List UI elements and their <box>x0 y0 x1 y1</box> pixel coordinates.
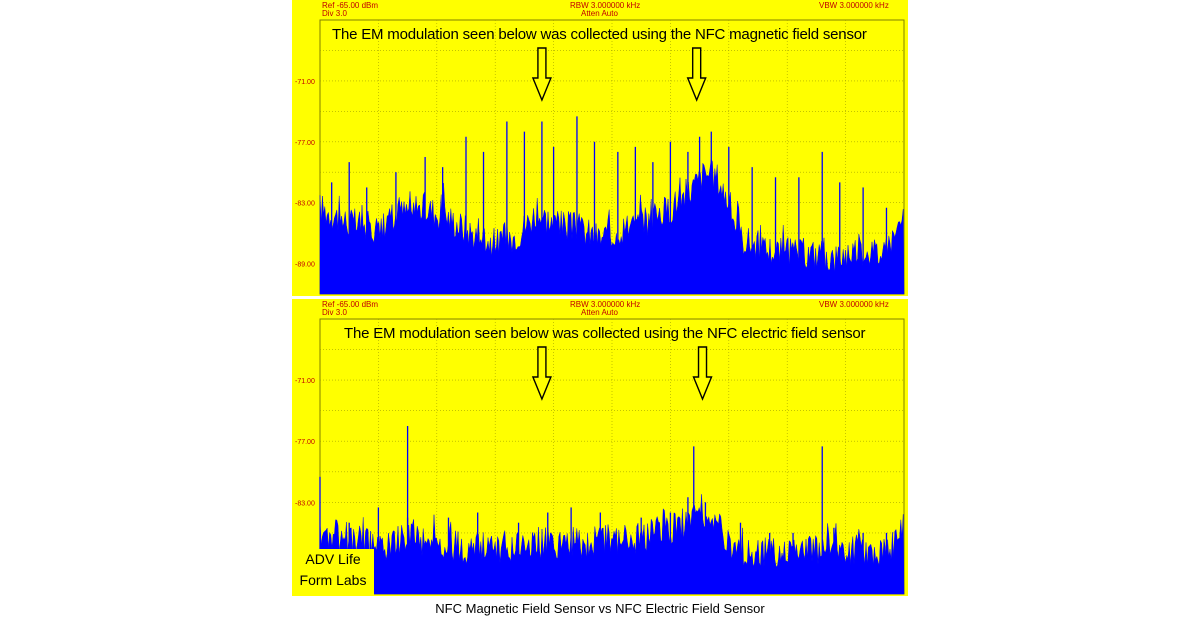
chart-annotation: The EM modulation seen below was collect… <box>344 325 866 342</box>
down-arrow-icon <box>686 47 707 102</box>
y-tick-label: -83.00 <box>295 201 315 208</box>
atten-label: Atten Auto <box>581 308 618 317</box>
down-arrow-icon <box>531 47 552 102</box>
div-label: Div 3.0 <box>322 308 347 317</box>
electric-sensor-panel: -71.00-77.00-83.00-89.00 Ref -65.00 dBm … <box>292 299 908 596</box>
rbw-label: RBW 3.000000 kHz <box>570 300 641 309</box>
y-tick-label: -89.00 <box>295 262 315 269</box>
y-tick-label: -77.00 <box>295 140 315 147</box>
rbw-label: RBW 3.000000 kHz <box>570 1 641 10</box>
y-tick-label: -77.00 <box>295 439 315 446</box>
panel-separator <box>292 296 908 299</box>
ref-level-label: Ref -65.00 dBm <box>322 1 379 10</box>
div-label: Div 3.0 <box>322 9 347 18</box>
y-tick-label: -71.00 <box>295 79 315 86</box>
electric-spectrum-chart: -71.00-77.00-83.00-89.00 <box>295 318 905 595</box>
down-arrow-icon <box>531 346 552 401</box>
y-tick-label: -83.00 <box>295 500 315 507</box>
spectrum-area <box>319 494 905 595</box>
magnetic-sensor-panel: -71.00 -77.00 -83.00 -89.00 Ref -65.00 dBm … <box>292 0 908 296</box>
magnetic-spectrum-chart: -71.00 -77.00 -83.00 -89.00 <box>295 19 905 295</box>
vbw-label: VBW 3.000000 kHz <box>819 300 889 309</box>
down-arrow-icon <box>692 346 713 401</box>
vbw-label: VBW 3.000000 kHz <box>819 1 889 10</box>
figure-caption: NFC Magnetic Field Sensor vs NFC Electri… <box>435 601 765 616</box>
atten-label: Atten Auto <box>581 9 618 18</box>
chart-annotation: The EM modulation seen below was collect… <box>332 26 867 43</box>
y-tick-label: -71.00 <box>295 378 315 385</box>
watermark-logo: ADV Life Form Labs <box>292 549 374 595</box>
ref-level-label: Ref -65.00 dBm <box>322 300 379 309</box>
